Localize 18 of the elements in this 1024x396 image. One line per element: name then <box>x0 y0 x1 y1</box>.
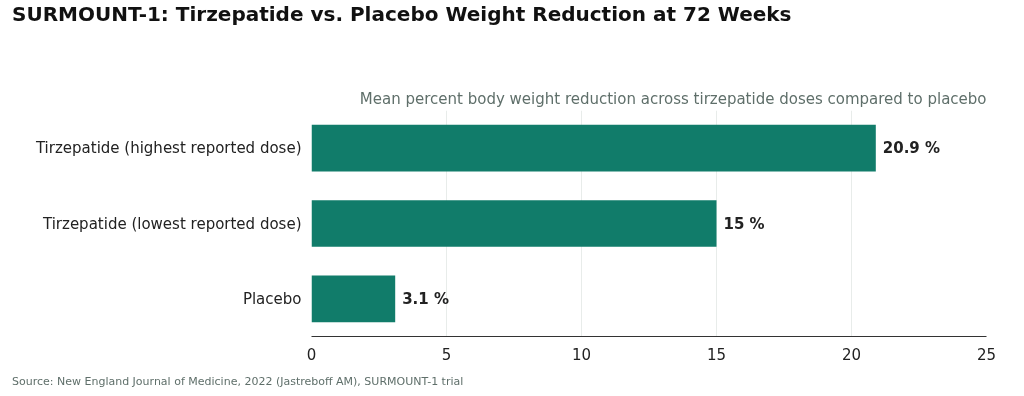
y-tick-label: Placebo <box>242 289 302 308</box>
data-label: 20.9 % <box>882 139 941 158</box>
x-tick-label: 5 <box>441 345 452 364</box>
x-tick-label: 10 <box>571 345 592 364</box>
chart-title: SURMOUNT-1: Tirzepatide vs. Placebo Weight Reduction at 72 Weeks <box>12 2 792 26</box>
x-tick-label: 0 <box>306 345 317 364</box>
x-tick-label: 15 <box>706 345 727 364</box>
y-tick-label: Tirzepatide (highest reported dose) <box>34 139 302 158</box>
data-label: 15 % <box>723 214 765 233</box>
bar <box>311 124 876 172</box>
y-tick-label: Tirzepatide (lowest reported dose) <box>42 214 302 233</box>
bar <box>311 200 717 247</box>
x-tick-label: 25 <box>976 345 997 364</box>
source-note: Source: New England Journal of Medicine, 2022 (Jastreboff AM), SURMOUNT-1 trial <box>12 374 464 390</box>
chart-subtitle: Mean percent body weight reduction across tirzepatide doses compared to placebo <box>359 89 987 108</box>
data-label: 3.1 % <box>402 289 450 308</box>
x-tick-label: 20 <box>841 345 862 364</box>
bar <box>311 275 396 323</box>
